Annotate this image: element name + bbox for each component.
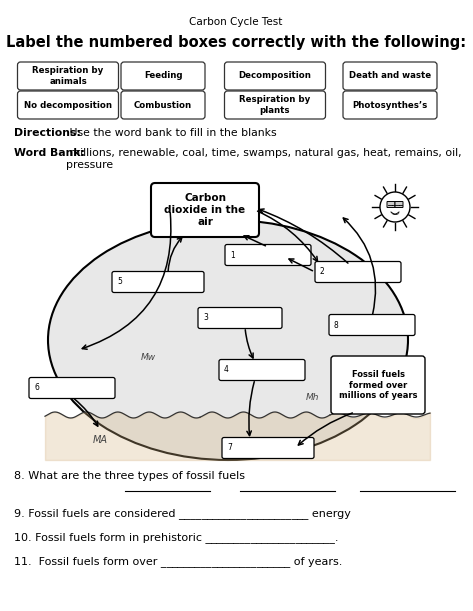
FancyBboxPatch shape [121, 91, 205, 119]
Text: Respiration by
animals: Respiration by animals [32, 67, 104, 86]
Text: Respiration by
plants: Respiration by plants [239, 95, 311, 115]
Text: 9. Fossil fuels are considered _______________________ energy: 9. Fossil fuels are considered _________… [14, 508, 351, 519]
Text: Word Bank:: Word Bank: [14, 148, 85, 158]
Text: Mh: Mh [305, 393, 319, 403]
FancyBboxPatch shape [222, 437, 314, 458]
Text: •  •: • • [389, 202, 401, 208]
Text: No decomposition: No decomposition [24, 100, 112, 109]
Text: MA: MA [93, 435, 107, 445]
FancyBboxPatch shape [219, 359, 305, 381]
Text: Label the numbered boxes correctly with the following:: Label the numbered boxes correctly with … [6, 34, 466, 49]
Text: 11.  Fossil fuels form over _______________________ of years.: 11. Fossil fuels form over _____________… [14, 557, 342, 568]
FancyBboxPatch shape [225, 62, 325, 90]
FancyBboxPatch shape [329, 315, 415, 335]
FancyBboxPatch shape [198, 307, 282, 329]
Text: Combustion: Combustion [134, 100, 192, 109]
Text: 6: 6 [34, 384, 39, 392]
FancyBboxPatch shape [343, 91, 437, 119]
Text: 8: 8 [334, 321, 339, 329]
FancyBboxPatch shape [121, 62, 205, 90]
FancyBboxPatch shape [315, 262, 401, 282]
Text: Carbon
dioxide in the
air: Carbon dioxide in the air [165, 194, 245, 227]
Text: 2: 2 [320, 268, 325, 277]
FancyBboxPatch shape [18, 62, 119, 90]
Text: Carbon Cycle Test: Carbon Cycle Test [189, 17, 283, 27]
FancyBboxPatch shape [395, 202, 403, 208]
Text: Feeding: Feeding [144, 71, 182, 81]
Circle shape [380, 192, 410, 222]
Text: Decomposition: Decomposition [238, 71, 311, 81]
Text: millions, renewable, coal, time, swamps, natural gas, heat, remains, oil,
pressu: millions, renewable, coal, time, swamps,… [66, 148, 462, 170]
Text: Death and waste: Death and waste [349, 71, 431, 81]
FancyBboxPatch shape [331, 356, 425, 414]
Text: 3: 3 [203, 313, 208, 323]
FancyBboxPatch shape [343, 62, 437, 90]
Text: Mw: Mw [140, 354, 156, 362]
FancyBboxPatch shape [225, 91, 325, 119]
Text: 8. What are the three types of fossil fuels: 8. What are the three types of fossil fu… [14, 471, 245, 481]
Ellipse shape [48, 220, 408, 460]
Text: 1: 1 [230, 251, 235, 260]
FancyBboxPatch shape [29, 378, 115, 398]
Text: Use the word bank to fill in the blanks: Use the word bank to fill in the blanks [66, 128, 277, 138]
Text: Fossil fuels
formed over
millions of years: Fossil fuels formed over millions of yea… [339, 370, 417, 400]
Text: Photosynthes’s: Photosynthes’s [352, 100, 428, 109]
Text: 4: 4 [224, 365, 229, 375]
Text: 5: 5 [117, 277, 122, 287]
Text: 7: 7 [227, 444, 232, 453]
Text: 10. Fossil fuels form in prehistoric _______________________.: 10. Fossil fuels form in prehistoric ___… [14, 533, 339, 543]
Text: Directions:: Directions: [14, 128, 81, 138]
Text: ‿: ‿ [392, 207, 398, 216]
FancyBboxPatch shape [387, 202, 395, 208]
FancyBboxPatch shape [18, 91, 119, 119]
FancyBboxPatch shape [151, 183, 259, 237]
FancyBboxPatch shape [112, 271, 204, 293]
FancyBboxPatch shape [225, 244, 311, 266]
